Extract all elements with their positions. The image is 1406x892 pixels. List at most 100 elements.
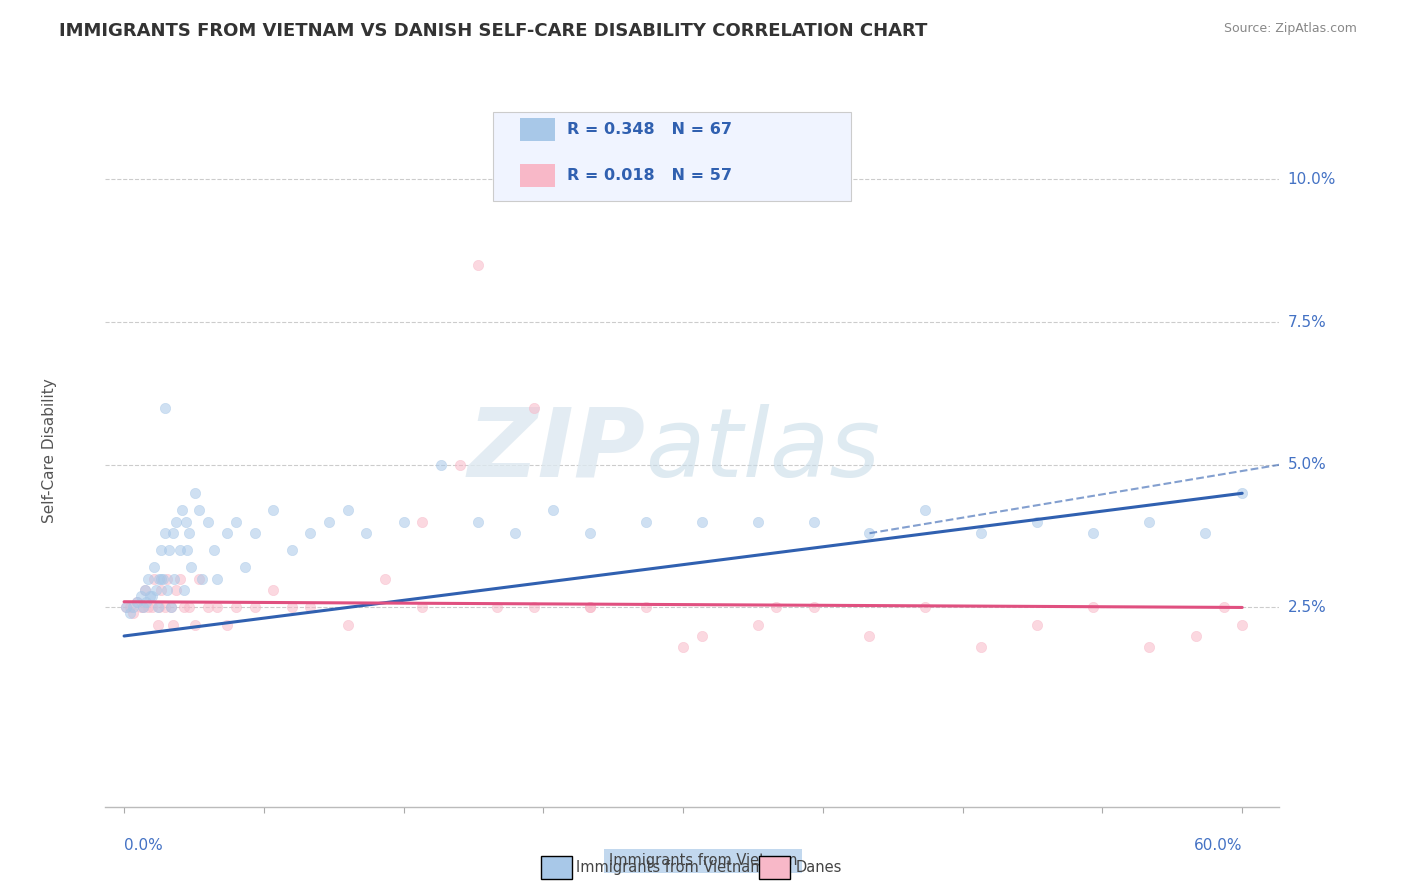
Point <box>118 606 141 620</box>
Point <box>141 589 163 603</box>
Point <box>136 572 159 586</box>
Text: Self-Care Disability: Self-Care Disability <box>42 378 56 523</box>
Point <box>202 543 225 558</box>
Point <box>127 595 149 609</box>
Point <box>115 600 138 615</box>
Point <box>170 503 193 517</box>
Point <box>165 583 187 598</box>
Point <box>1081 600 1104 615</box>
Point <box>129 589 152 603</box>
Point <box>132 600 155 615</box>
Point <box>225 515 247 529</box>
Point <box>336 503 359 517</box>
Point <box>1137 640 1160 655</box>
Point <box>430 458 453 472</box>
Point <box>858 629 880 643</box>
Point <box>747 617 769 632</box>
Point <box>169 543 191 558</box>
Point <box>914 503 936 517</box>
Point <box>142 560 165 574</box>
Text: Source: ZipAtlas.com: Source: ZipAtlas.com <box>1223 22 1357 36</box>
Point <box>134 583 156 598</box>
Point <box>523 401 546 415</box>
Point <box>148 572 170 586</box>
Point <box>392 515 415 529</box>
Text: 5.0%: 5.0% <box>1288 458 1326 472</box>
Point <box>148 600 170 615</box>
Point <box>634 515 657 529</box>
Point <box>1026 617 1049 632</box>
Point <box>1194 526 1216 541</box>
Text: atlas: atlas <box>645 404 880 497</box>
Point <box>1212 600 1234 615</box>
FancyBboxPatch shape <box>520 119 555 141</box>
Point <box>634 600 657 615</box>
Point <box>174 515 197 529</box>
Point <box>1137 515 1160 529</box>
Point <box>122 600 145 615</box>
Point <box>115 600 138 615</box>
Point <box>541 503 564 517</box>
Point <box>122 606 145 620</box>
Point <box>579 600 602 615</box>
Point <box>281 600 304 615</box>
Text: 10.0%: 10.0% <box>1288 172 1336 186</box>
Point <box>197 515 219 529</box>
Point <box>467 515 489 529</box>
Point <box>970 526 993 541</box>
Point <box>179 526 201 541</box>
Point <box>1184 629 1206 643</box>
Point <box>374 572 396 586</box>
Point <box>243 600 266 615</box>
Point <box>765 600 787 615</box>
Point <box>336 617 359 632</box>
Point <box>858 526 880 541</box>
Point <box>207 572 229 586</box>
Point <box>1081 526 1104 541</box>
Point <box>179 600 201 615</box>
Point <box>129 600 152 615</box>
Point <box>914 600 936 615</box>
Point <box>467 258 489 272</box>
Point <box>139 589 162 603</box>
Point <box>163 572 186 586</box>
Text: Immigrants from Vietnam: Immigrants from Vietnam <box>576 861 765 875</box>
Point <box>485 600 508 615</box>
FancyBboxPatch shape <box>520 164 555 187</box>
Point <box>215 526 238 541</box>
Point <box>132 600 155 615</box>
Point <box>153 401 176 415</box>
Point <box>159 600 181 615</box>
Point <box>136 600 159 615</box>
Point <box>225 600 247 615</box>
Point <box>156 572 179 586</box>
Point <box>803 515 825 529</box>
Point <box>1230 486 1253 500</box>
Point <box>215 617 238 632</box>
Point <box>152 572 174 586</box>
Point <box>803 600 825 615</box>
Point <box>281 543 304 558</box>
Point <box>157 543 180 558</box>
Point <box>146 600 169 615</box>
Point <box>150 543 173 558</box>
Point <box>127 595 149 609</box>
Point <box>134 583 156 598</box>
Point <box>505 526 527 541</box>
Point <box>187 572 209 586</box>
Point <box>318 515 340 529</box>
Point <box>162 617 184 632</box>
Point <box>1230 617 1253 632</box>
Point <box>165 515 187 529</box>
Text: 60.0%: 60.0% <box>1194 838 1241 853</box>
Point <box>141 600 163 615</box>
Point <box>145 583 167 598</box>
Point <box>162 526 184 541</box>
Point <box>169 572 191 586</box>
Point <box>146 617 169 632</box>
Point <box>747 515 769 529</box>
Text: Danes: Danes <box>796 861 842 875</box>
Point <box>579 526 602 541</box>
Point <box>135 595 157 609</box>
Point <box>411 515 433 529</box>
